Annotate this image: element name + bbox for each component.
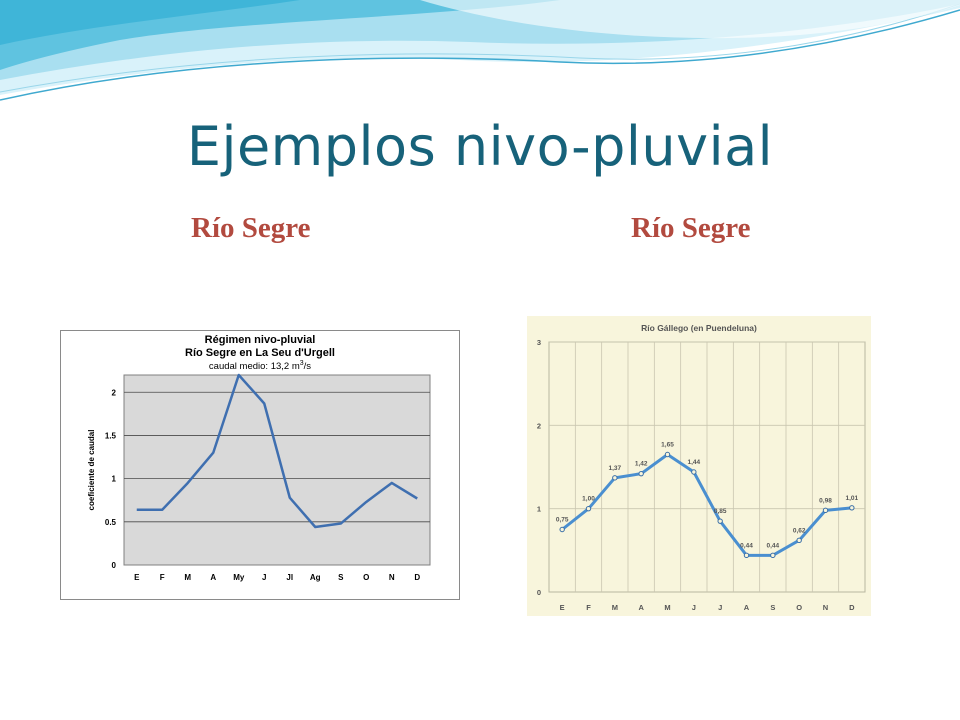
- chart-regimen-segre: Régimen nivo-pluvial Río Segre en La Seu…: [60, 330, 460, 600]
- chart1-xtick-label: A: [210, 573, 216, 582]
- chart2-background: [527, 316, 871, 616]
- chart2-xtick-label: A: [638, 603, 644, 612]
- chart2-xtick-label: J: [692, 603, 696, 612]
- chart2-title: Río Gállego (en Puendeluna): [641, 323, 757, 333]
- chart1-xtick-label: F: [160, 573, 165, 582]
- chart2-point: [585, 505, 592, 512]
- chart1-title: Régimen nivo-pluvial: [205, 334, 316, 346]
- chart1-xtick-label: My: [233, 573, 245, 582]
- chart1-subtitle: Río Segre en La Seu d'Urgell: [185, 347, 335, 359]
- chart2-point: [664, 451, 671, 458]
- header-wave-decoration: [0, 0, 960, 101]
- chart2-point: [559, 526, 565, 533]
- chart2-data-label: 1,37: [609, 465, 622, 472]
- chart1-series: [136, 373, 418, 529]
- chart2-data-label: 0,44: [740, 542, 753, 549]
- chart2-point: [691, 469, 697, 475]
- chart2-data-label: 1,00: [582, 496, 595, 503]
- chart2-data-label: 1,42: [635, 461, 648, 468]
- chart2-series-line: [561, 453, 852, 557]
- chart1-series-line: [136, 373, 418, 529]
- chart2-data-label: 1,65: [661, 442, 674, 449]
- chart2-xtick-label: M: [612, 603, 618, 612]
- chart2-data-label: 0,62: [793, 527, 806, 534]
- chart1-ytick-label: 0.5: [105, 518, 117, 527]
- chart-rio-gallego: Río Gállego (en Puendeluna) 0 1 2 3 E F M A M J J…: [527, 316, 871, 616]
- chart2-xtick-label: D: [849, 603, 855, 612]
- chart2-point: [743, 552, 750, 559]
- chart1-xtick-label: Ag: [310, 573, 321, 582]
- chart1-xtick-label: O: [363, 573, 369, 582]
- chart1-xticks: E F M A My J Jl Ag S O N D: [134, 573, 420, 582]
- chart2-data-label: 1,01: [846, 495, 859, 502]
- chart1-ytick-label: 2: [112, 388, 117, 397]
- chart1-xtick-label: D: [414, 573, 420, 582]
- chart2-point: [717, 518, 723, 524]
- chart2-grid: [548, 341, 866, 593]
- chart2-data-label: 0,75: [556, 517, 569, 524]
- chart2-xtick-label: M: [664, 603, 670, 612]
- chart1-xtick-label: S: [338, 573, 344, 582]
- chart1-ytick-label: 0: [112, 561, 117, 570]
- chart2-ytick-label: 3: [537, 338, 541, 347]
- chart1-plot-area: [123, 374, 431, 566]
- chart1-xtick-label: E: [134, 573, 140, 582]
- chart1-grid: [124, 391, 430, 523]
- chart2-data-label: 0,44: [767, 542, 780, 549]
- chart1-xtick-label: J: [262, 573, 266, 582]
- chart1-note: caudal medio: 13,2 m3/s: [209, 360, 311, 372]
- chart1-xtick-label: M: [184, 573, 191, 582]
- subtitle-left: Río Segre: [191, 212, 311, 244]
- chart2-data-label: 0,85: [714, 508, 727, 515]
- chart2-xtick-label: N: [823, 603, 828, 612]
- chart2-xtick-label: A: [744, 603, 750, 612]
- chart2-point: [822, 507, 829, 514]
- chart2-ytick-label: 2: [537, 421, 541, 430]
- chart2-ytick-label: 1: [537, 505, 541, 514]
- chart2-data-label: 1,44: [688, 459, 701, 466]
- chart1-xtick-label: N: [389, 573, 395, 582]
- chart2-xtick-label: F: [586, 603, 591, 612]
- chart2-xtick-label: O: [796, 603, 802, 612]
- chart2-data-labels: 0,75 1,00 1,37 1,42 1,65 1,44 0,85 0,44 0,44 0,62…: [556, 442, 859, 550]
- chart1-ytick-label: 1.5: [105, 431, 117, 440]
- chart1-ytick-label: 1: [112, 475, 117, 484]
- chart2-point: [638, 470, 644, 477]
- chart1-yticks: 0 0.5 1 1.5 2: [105, 388, 117, 570]
- slide-title: Ejemplos nivo-pluvial: [186, 115, 774, 178]
- subtitle-right: Río Segre: [631, 212, 751, 244]
- chart2-data-label: 0,98: [819, 497, 832, 504]
- chart2-point: [796, 537, 802, 544]
- chart2-xtick-label: S: [770, 603, 775, 612]
- chart2-xtick-label: E: [560, 603, 565, 612]
- chart1-ylabel: coeficiente de caudal: [87, 430, 96, 511]
- chart2-yticks: 0 1 2 3: [537, 338, 541, 597]
- chart2-xtick-label: J: [718, 603, 722, 612]
- chart2-point: [849, 505, 855, 511]
- chart2-point: [612, 475, 618, 481]
- chart1-xtick-label: Jl: [286, 573, 293, 582]
- chart2-point: [770, 552, 776, 559]
- chart2-series: [559, 451, 855, 559]
- chart2-ytick-label: 0: [537, 588, 541, 597]
